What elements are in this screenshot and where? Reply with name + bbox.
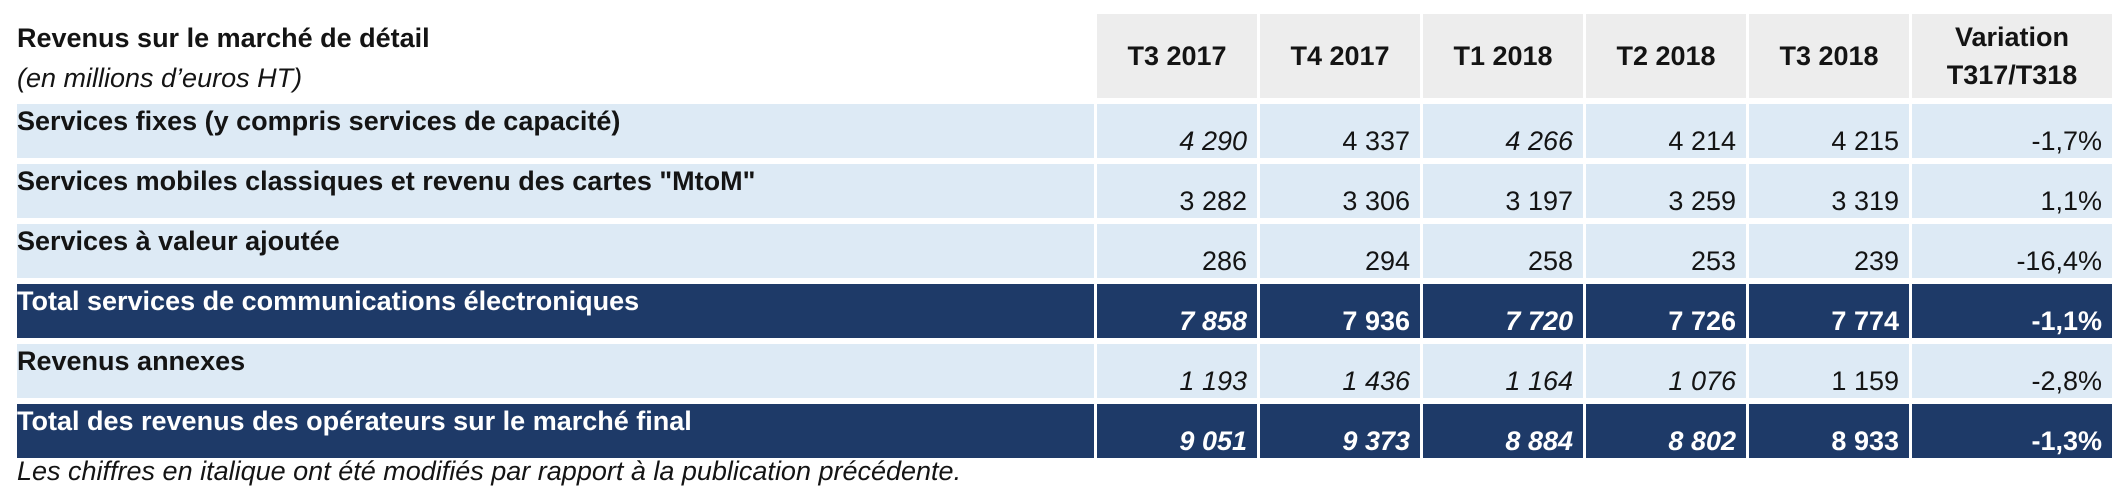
value-cell: 8 802 (1583, 404, 1746, 458)
value-cell: 9 051 (1094, 404, 1257, 458)
table-row: Services à valeur ajoutée 286 294 258 253 239… (17, 224, 2112, 278)
value-cell: 9 373 (1257, 404, 1420, 458)
value-cell: 4 266 (1420, 104, 1583, 158)
column-header: T3 2018 (1746, 14, 1909, 98)
table-row: Services mobiles classiques et revenu de… (17, 164, 2112, 218)
footnote: Les chiffres en italique ont été modifié… (17, 456, 962, 486)
value-cell: 3 319 (1746, 164, 1909, 218)
value-cell: 3 282 (1094, 164, 1257, 218)
value-cell: 258 (1420, 224, 1583, 278)
variation-header-line1: Variation (1954, 22, 2070, 52)
row-label: Services à valeur ajoutée (17, 224, 1094, 278)
value-cell: 1 076 (1583, 344, 1746, 398)
table-body: Services fixes (y compris services de ca… (17, 104, 2112, 458)
value-cell: 253 (1583, 224, 1746, 278)
column-header: T3 2017 (1094, 14, 1257, 98)
column-header: T1 2018 (1420, 14, 1583, 98)
table-row: Total services de communications électro… (17, 284, 2112, 338)
value-cell: 8 884 (1420, 404, 1583, 458)
value-cell: 3 306 (1257, 164, 1420, 218)
value-cell: 4 337 (1257, 104, 1420, 158)
variation-cell: -1,1% (1909, 284, 2112, 338)
value-cell: 1 436 (1257, 344, 1420, 398)
row-label: Total des revenus des opérateurs sur le … (17, 404, 1094, 458)
value-cell: 7 858 (1094, 284, 1257, 338)
variation-cell: -16,4% (1909, 224, 2112, 278)
row-label: Services fixes (y compris services de ca… (17, 104, 1094, 158)
table-title-cell: Revenus sur le marché de détail (en mill… (17, 14, 1094, 98)
variation-header-line2: T317/T318 (1946, 60, 2078, 90)
column-header: T2 2018 (1583, 14, 1746, 98)
table-row: Services fixes (y compris services de ca… (17, 104, 2112, 158)
value-cell: 8 933 (1746, 404, 1909, 458)
value-cell: 294 (1257, 224, 1420, 278)
table-row: Total des revenus des opérateurs sur le … (17, 404, 2112, 458)
table-subtitle: (en millions d’euros HT) (17, 63, 303, 93)
value-cell: 1 164 (1420, 344, 1583, 398)
variation-column-header: Variation T317/T318 (1909, 14, 2112, 98)
value-cell: 7 774 (1746, 284, 1909, 338)
variation-cell: -1,3% (1909, 404, 2112, 458)
row-label: Total services de communications électro… (17, 284, 1094, 338)
variation-cell: 1,1% (1909, 164, 2112, 218)
header-row: Revenus sur le marché de détail (en mill… (17, 14, 2112, 98)
column-header: T4 2017 (1257, 14, 1420, 98)
value-cell: 239 (1746, 224, 1909, 278)
revenue-table: Revenus sur le marché de détail (en mill… (17, 8, 2112, 464)
table-row: Revenus annexes 1 193 1 436 1 164 1 076 1 159… (17, 344, 2112, 398)
value-cell: 1 159 (1746, 344, 1909, 398)
value-cell: 4 215 (1746, 104, 1909, 158)
value-cell: 4 214 (1583, 104, 1746, 158)
value-cell: 7 726 (1583, 284, 1746, 338)
value-cell: 7 720 (1420, 284, 1583, 338)
value-cell: 3 259 (1583, 164, 1746, 218)
value-cell: 3 197 (1420, 164, 1583, 218)
row-label: Services mobiles classiques et revenu de… (17, 164, 1094, 218)
value-cell: 1 193 (1094, 344, 1257, 398)
value-cell: 4 290 (1094, 104, 1257, 158)
value-cell: 7 936 (1257, 284, 1420, 338)
value-cell: 286 (1094, 224, 1257, 278)
row-label: Revenus annexes (17, 344, 1094, 398)
revenue-table-container: Revenus sur le marché de détail (en mill… (17, 8, 2112, 464)
variation-cell: -2,8% (1909, 344, 2112, 398)
table-title: Revenus sur le marché de détail (17, 23, 430, 53)
variation-cell: -1,7% (1909, 104, 2112, 158)
